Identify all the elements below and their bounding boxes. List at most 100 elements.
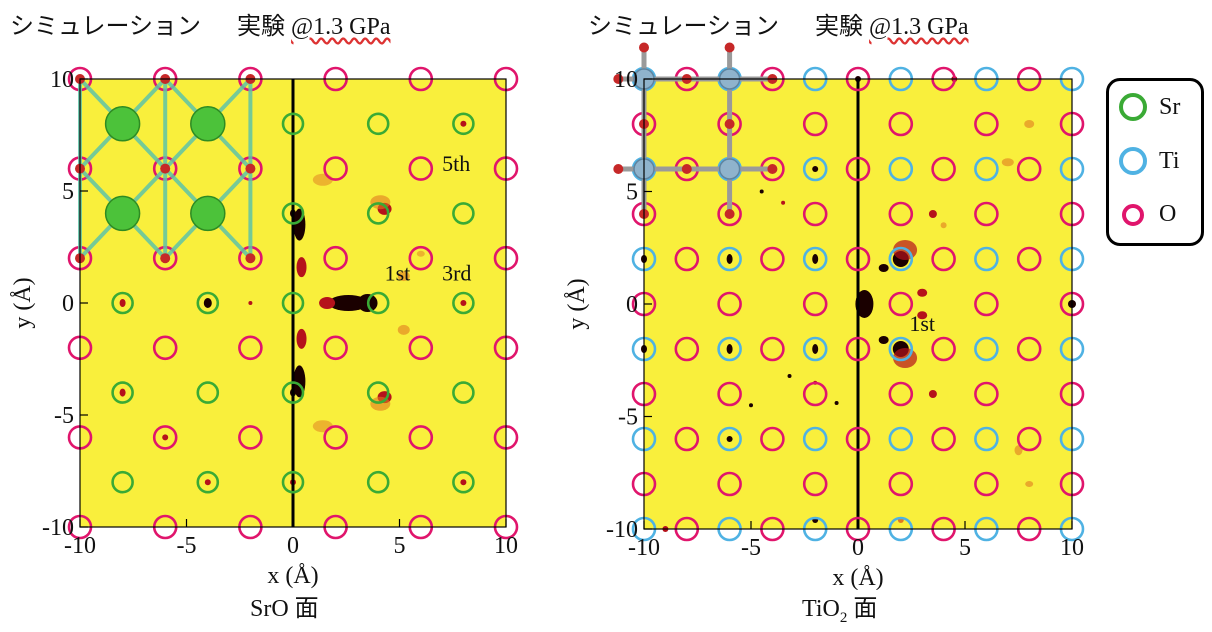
ti-site-ring [717,426,742,452]
o-site-ring [931,336,956,362]
sro-plane-chart: -10 -5 0 5 10 -10 -5 0 5 10 x (Å) y (Å) 1st 3rd 5th [10,66,519,589]
density-spot [781,200,786,205]
x-tick-label: 5 [959,535,971,561]
model-o-atom [613,164,624,174]
o-site-ring [408,425,434,450]
ti-site-ring [717,336,742,362]
x-tick-label: 10 [1060,535,1084,561]
sr-ring-icon [1119,93,1147,121]
o-site-ring [323,156,348,181]
o-site-ring [888,201,914,227]
model-sr-atom [190,195,226,232]
x-tick-label: 5 [394,533,406,559]
ti-site-ring [974,246,999,272]
o-site-ring [974,471,999,497]
sr-site-ring [366,202,390,225]
model-sr-atom [190,106,226,142]
density-spot [203,298,212,308]
o-site-ring [408,156,434,181]
o-site-ring [1016,336,1042,362]
model-o-atom [639,42,649,53]
model-o-atom [245,253,256,264]
density-spot [460,120,467,127]
o-site-ring [717,291,742,317]
tio2-plane-chart: -10 -5 0 5 10 -10 -5 0 5 10 x (Å) y (Å) 1st [564,42,1085,590]
o-site-ring [845,246,871,272]
o-site-ring [802,201,828,227]
density-spot [726,436,733,442]
legend-item-ti: Ti [1119,147,1179,175]
model-o-atom [245,163,256,174]
o-site-ring [845,336,871,362]
sr-site-ring [281,291,305,315]
o-site-ring [323,245,348,271]
x-tick-label: -10 [628,535,660,561]
y-tick-label: -10 [42,515,74,541]
ti-site-ring [802,426,828,452]
ti-site-ring [974,156,999,182]
o-site-ring [152,425,178,450]
sr-site-ring [452,112,475,136]
o-site-ring [323,425,348,450]
right-header-sim: シミュレーション [588,12,780,40]
density-spot [917,288,928,297]
ti-site-ring [888,156,914,182]
tio2-caption: TiO2 面 [802,596,878,626]
left-header: シミュレーション 実験 @1.3 GPa [10,6,390,41]
y-tick-label: 0 [626,292,638,318]
sr-site-ring [452,202,475,225]
model-o-atom [160,253,171,264]
density-spot [397,324,410,335]
density-spot [397,271,410,282]
o-site-ring [845,156,871,182]
x-tick-label: -10 [64,533,96,559]
sr-site-ring [452,381,475,404]
ti-site-ring [717,246,742,272]
ti-site-ring [888,336,914,362]
y-tick-label: -10 [606,517,638,543]
sr-site-ring [281,470,305,494]
ti-site-ring [888,246,914,272]
density-spot [460,300,467,306]
density-spot [878,336,889,344]
legend: Sr Ti O [1106,78,1204,246]
o-site-ring [238,335,263,361]
density-spot [416,250,425,257]
o-site-ring [717,381,742,407]
o-site-ring [888,111,914,137]
y-tick-label: -5 [618,405,638,431]
model-ti-atom [718,158,741,180]
o-site-ring [760,246,785,272]
o-site-ring [152,335,178,361]
peak-annotation: 1st [909,311,935,336]
o-ring-icon [1122,203,1144,226]
ti-site-ring [974,426,999,452]
density-spot [855,290,874,318]
legend-item-sr: Sr [1119,93,1180,121]
o-site-ring [760,336,785,362]
density-spot [749,403,753,408]
y-tick-label: 10 [614,67,638,93]
o-site-ring [717,471,742,497]
o-site-ring [674,426,700,452]
o-site-ring [931,246,956,272]
density-spot [928,210,937,218]
o-site-ring [1016,246,1042,272]
legend-item-o: O [1119,201,1176,228]
y-axis-label: y (Å) [10,277,36,328]
o-site-ring [888,471,914,497]
density-spot [296,257,307,278]
o-site-ring [931,156,956,182]
model-o-atom [160,163,171,174]
o-site-ring [1016,156,1042,182]
model-o-atom [724,42,735,53]
density-spot [787,374,792,378]
x-tick-label: 0 [852,535,864,561]
right-header: シミュレーション 実験 @1.3 GPa [588,6,968,41]
x-tick-label: 0 [287,533,299,559]
density-spot [204,479,211,486]
density-spot [726,344,733,354]
o-site-ring [802,111,828,137]
ti-site-ring [802,336,828,362]
model-o-atom [724,119,735,129]
